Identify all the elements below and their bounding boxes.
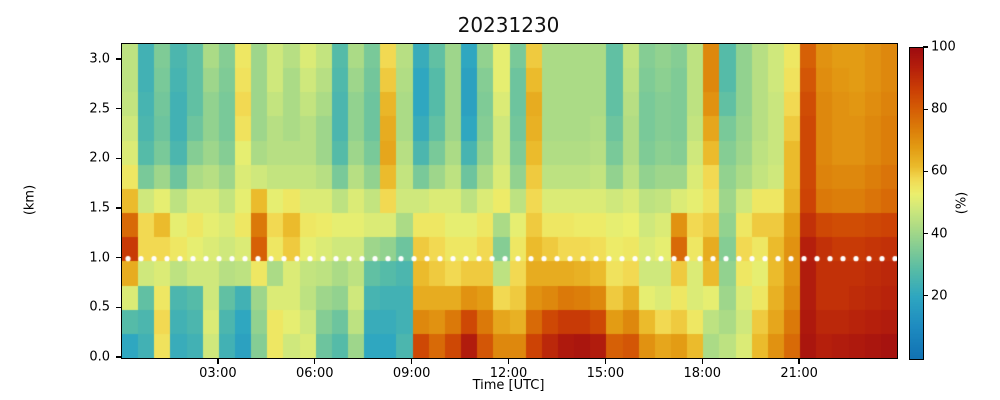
x-tick-label: 18:00 <box>683 366 721 381</box>
x-tick-mark <box>798 358 800 364</box>
colorbar-gradient-canvas <box>910 48 923 359</box>
x-tick-label: 21:00 <box>780 366 818 381</box>
y-tick-label: 3.0 <box>89 51 110 67</box>
y-tick-mark <box>115 306 121 308</box>
y-tick-label: 0.5 <box>89 299 110 315</box>
x-tick-label: 12:00 <box>489 366 528 381</box>
y-tick-mark <box>115 157 121 159</box>
y-tick-mark <box>115 207 121 209</box>
y-tick-mark <box>115 356 121 358</box>
y-tick-label: 2.0 <box>89 150 110 166</box>
colorbar-tick-label: 20 <box>931 288 948 304</box>
chart-title: 20231230 <box>457 13 560 37</box>
colorbar-tick-label: 80 <box>931 101 948 117</box>
x-tick-mark <box>507 358 510 364</box>
colorbar-tick-label: 60 <box>931 163 948 179</box>
colorbar-tick-mark <box>923 232 929 235</box>
x-tick-label: 03:00 <box>199 366 237 381</box>
y-tick-label: 0.0 <box>89 349 110 365</box>
colorbar-label: (%) <box>954 191 970 215</box>
x-tick-label: 15:00 <box>586 366 625 381</box>
x-tick-label: 09:00 <box>392 366 431 381</box>
y-axis-label: (km) <box>22 184 38 216</box>
x-tick-mark <box>701 358 703 364</box>
y-tick-label: 1.0 <box>89 250 110 266</box>
y-tick-mark <box>115 256 121 259</box>
colorbar-tick-mark <box>923 295 929 297</box>
colorbar-tick-label: 100 <box>931 39 956 55</box>
heatmap-plot-area <box>121 43 898 359</box>
colorbar-tick-mark <box>923 46 929 48</box>
x-tick-mark <box>604 358 607 364</box>
x-tick-mark <box>217 358 219 364</box>
colorbar-tick-mark <box>923 170 929 173</box>
y-tick-mark <box>115 58 121 60</box>
y-tick-mark <box>115 107 121 110</box>
colorbar-tick-label: 40 <box>931 226 948 242</box>
y-tick-label: 2.5 <box>89 101 110 117</box>
x-tick-label: 06:00 <box>296 366 334 381</box>
colorbar-tick-mark <box>923 108 929 110</box>
humidity-heatmap-canvas <box>122 44 897 358</box>
x-tick-mark <box>314 358 316 364</box>
colorbar <box>909 47 924 360</box>
y-tick-label: 1.5 <box>89 200 110 216</box>
x-axis-label: Time [UTC] <box>472 378 545 393</box>
x-tick-mark <box>410 358 413 364</box>
